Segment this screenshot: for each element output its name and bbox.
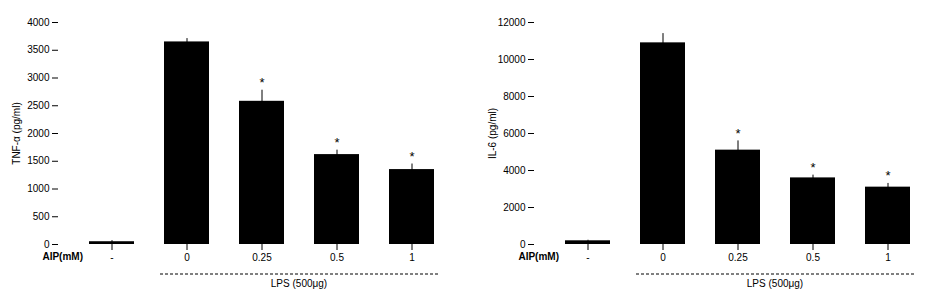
svg-text:-: - — [110, 252, 113, 263]
svg-text:500: 500 — [33, 211, 50, 222]
svg-text:0: 0 — [44, 239, 50, 250]
svg-text:1000: 1000 — [27, 183, 50, 194]
svg-text:AIP(mM): AIP(mM) — [518, 251, 559, 262]
svg-text:IL-6 (pg/ml): IL-6 (pg/ml) — [487, 108, 498, 159]
svg-text:12000: 12000 — [498, 17, 526, 28]
svg-text:*: * — [409, 149, 414, 164]
svg-text:4000: 4000 — [503, 165, 526, 176]
svg-text:10000: 10000 — [498, 54, 526, 65]
svg-text:*: * — [810, 160, 815, 175]
svg-text:LPS (500μg): LPS (500μg) — [271, 278, 327, 289]
svg-text:2500: 2500 — [27, 100, 50, 111]
svg-text:8000: 8000 — [503, 91, 526, 102]
svg-text:*: * — [334, 135, 339, 150]
svg-text:-: - — [586, 252, 589, 263]
svg-text:3000: 3000 — [27, 72, 50, 83]
svg-text:LPS (500μg): LPS (500μg) — [747, 278, 803, 289]
svg-text:0: 0 — [660, 252, 666, 263]
svg-text:2000: 2000 — [503, 202, 526, 213]
svg-text:0.5: 0.5 — [330, 252, 344, 263]
svg-text:0: 0 — [184, 252, 190, 263]
svg-text:*: * — [885, 168, 890, 183]
svg-text:3500: 3500 — [27, 44, 50, 55]
svg-text:1: 1 — [885, 252, 891, 263]
svg-text:*: * — [735, 126, 740, 141]
svg-text:0.25: 0.25 — [252, 252, 272, 263]
svg-text:0: 0 — [520, 239, 526, 250]
svg-text:1500: 1500 — [27, 155, 50, 166]
svg-text:0.5: 0.5 — [806, 252, 820, 263]
svg-text:*: * — [259, 75, 264, 90]
svg-text:AIP(mM): AIP(mM) — [42, 251, 83, 262]
svg-text:TNF-α (pg/ml): TNF-α (pg/ml) — [11, 102, 22, 164]
svg-text:6000: 6000 — [503, 128, 526, 139]
svg-text:1: 1 — [409, 252, 415, 263]
svg-text:0.25: 0.25 — [728, 252, 748, 263]
svg-text:2000: 2000 — [27, 128, 50, 139]
svg-text:4000: 4000 — [27, 17, 50, 28]
